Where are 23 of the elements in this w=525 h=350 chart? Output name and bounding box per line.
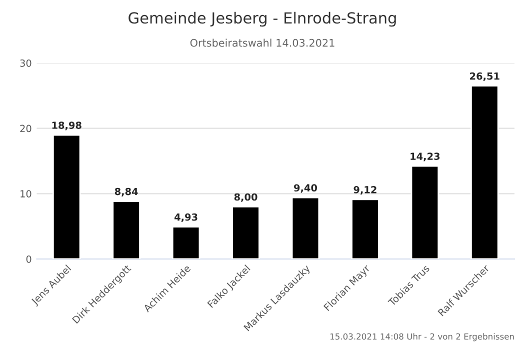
data-label: 8,84 [114,188,138,196]
bar [232,206,260,259]
data-label: 9,40 [294,184,318,193]
data-label: 26,51 [470,72,500,81]
bar [172,226,200,259]
chart-subtitle: Ortsbeiratswahl 14.03.2021 [190,38,334,47]
bar [52,134,81,259]
data-label: 9,12 [354,186,376,195]
bar [470,85,499,259]
bar [351,198,380,259]
y-tick-label: 0 [26,255,32,263]
y-tick-label: 10 [20,190,32,198]
text: 15.03.2021 14:08 Uhr - 2 von 2 Ergebnissen [330,333,514,342]
chart-title: Gemeinde Jesberg - Elnrode-Strang [128,12,396,27]
y-tick-label: 30 [20,59,32,67]
y-tick-label: 20 [20,124,32,132]
bar [112,200,140,259]
data-label: 18,98 [52,122,82,130]
bar [410,165,440,259]
bar [291,196,320,259]
data-label: 4,93 [174,213,198,222]
data-label: 14,23 [410,152,440,162]
data-label: 8,00 [234,193,258,202]
